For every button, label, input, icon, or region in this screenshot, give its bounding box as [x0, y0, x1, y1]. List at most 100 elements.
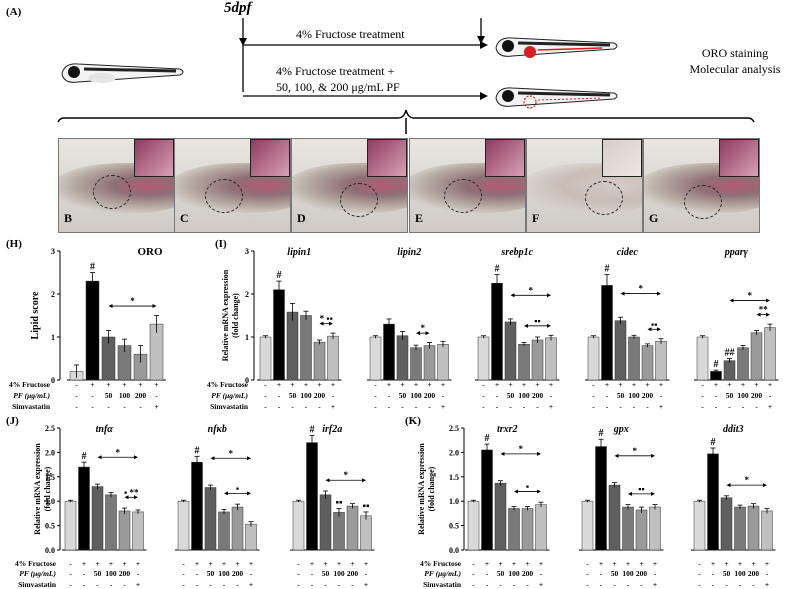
bracket-arrow-right [425, 331, 430, 336]
bar [707, 453, 719, 551]
treatment-cell: + [632, 380, 636, 389]
treatment-cell: + [122, 559, 126, 568]
bracket-arrow-right [547, 323, 551, 328]
bar [608, 484, 621, 551]
treatment-cell: + [441, 402, 445, 411]
treatment-cell: - [264, 391, 267, 400]
treatment-cell: 200 [135, 391, 147, 400]
bracket-arrow-left [756, 312, 761, 317]
treatment-cell: - [75, 391, 78, 400]
treatment-cell: 100 [737, 391, 749, 400]
bar [369, 336, 382, 381]
bar [481, 449, 493, 551]
treatment-cell: 200 [636, 569, 648, 578]
treatment-cell: + [109, 559, 113, 568]
treatment-cell: - [137, 569, 140, 578]
treatment-cell: 100 [628, 391, 640, 400]
y-tick-label: 3 [51, 247, 55, 256]
treatment-cell: + [414, 380, 418, 389]
treatment-cell: - [739, 580, 742, 589]
larva-icon-control [61, 63, 184, 83]
treatment-cell: + [249, 559, 253, 568]
micrograph-label: F [532, 211, 540, 225]
bracket-label: * ▪▪ [320, 314, 333, 324]
y-tick-label: 0.5 [45, 522, 55, 531]
treatment-cell: - [107, 402, 110, 411]
treatment-cell: + [768, 380, 772, 389]
treatment-cell: - [182, 580, 185, 589]
treatment-cell: - [646, 402, 649, 411]
treatment-cell: + [387, 380, 391, 389]
gene-name: lipin1 [287, 247, 311, 258]
treatment-cell: - [69, 559, 72, 568]
treatment-cell: + [82, 559, 86, 568]
bracket-arrow-left [224, 491, 228, 496]
significance-label: # [310, 424, 315, 435]
treatment-cell: - [660, 391, 663, 400]
bracket-arrow-left [647, 327, 652, 332]
treatment-cell: + [427, 380, 431, 389]
bracket-arrow-left [500, 451, 505, 456]
bracket-arrow-left [729, 298, 734, 303]
gene-name: lipin2 [397, 247, 421, 258]
treatment-cell: 50 [322, 569, 330, 578]
bar [635, 509, 648, 551]
y-tick-label: 1.0 [449, 497, 459, 506]
treatment-cell: - [83, 569, 86, 578]
bracket-arrow-right [547, 293, 551, 298]
analysis-label-line2: Molecular analysis [689, 62, 781, 76]
panel-label: (H) [6, 238, 22, 250]
bar [601, 285, 613, 381]
treatment-cell: - [311, 569, 314, 578]
treatment-cell: + [317, 380, 321, 389]
treatment-1-label: 4% Fructose treatment [296, 27, 405, 41]
treatment-cell: - [619, 402, 622, 411]
y-tick-label: 2.5 [45, 424, 55, 433]
treatment-cell: - [250, 569, 253, 578]
bracket-arrow-right [537, 451, 541, 456]
treatment-cell: + [714, 380, 718, 389]
treatment-cell: - [592, 380, 595, 389]
treatment-cell: 100 [218, 569, 230, 578]
bracket-arrow-left [210, 456, 215, 461]
bracket-label: ▪ [236, 483, 239, 493]
bar [477, 336, 490, 381]
treatment-cell: - [324, 580, 327, 589]
treatment-cell: - [297, 559, 300, 568]
treatment-cell: 100 [119, 391, 131, 400]
bar [423, 345, 436, 381]
treatment-cell: 200 [314, 391, 326, 400]
treatment-cell: 50 [723, 569, 731, 578]
bracket-label: * [344, 470, 349, 480]
treatment-cell: - [482, 402, 485, 411]
bar [531, 339, 544, 381]
analysis-label-line1: ORO staining [701, 46, 769, 60]
bracket-label: * [748, 290, 753, 300]
bracket-arrow-right [537, 489, 541, 494]
micrograph-label: G [649, 211, 659, 225]
bar [132, 511, 144, 551]
bracket-arrow-left [614, 453, 619, 458]
bar [273, 289, 285, 381]
significance-label: # [485, 433, 490, 444]
significance-label: ▪▪ [335, 498, 343, 509]
treatment-cell: - [640, 580, 643, 589]
larva-icon-fructose [495, 37, 618, 58]
bracket-arrow-right [766, 298, 770, 303]
treatment-cell: - [509, 402, 512, 411]
treatment-cell: + [626, 559, 630, 568]
treatment-cell: 200 [347, 569, 359, 578]
bracket-arrow-left [97, 455, 102, 460]
bar [764, 327, 776, 381]
treatment-cell: 50 [726, 391, 734, 400]
treatment-cell: + [549, 380, 553, 389]
treatment-cell: - [472, 580, 475, 589]
bar [494, 482, 507, 551]
significance-label: # [711, 437, 716, 448]
micrograph-f: F [526, 138, 643, 233]
treatment-cell: 100 [105, 569, 117, 578]
bracket-arrow-right [651, 491, 655, 496]
treatment-cell: - [627, 580, 630, 589]
bar [91, 486, 104, 551]
bracket-arrow-left [319, 321, 324, 326]
